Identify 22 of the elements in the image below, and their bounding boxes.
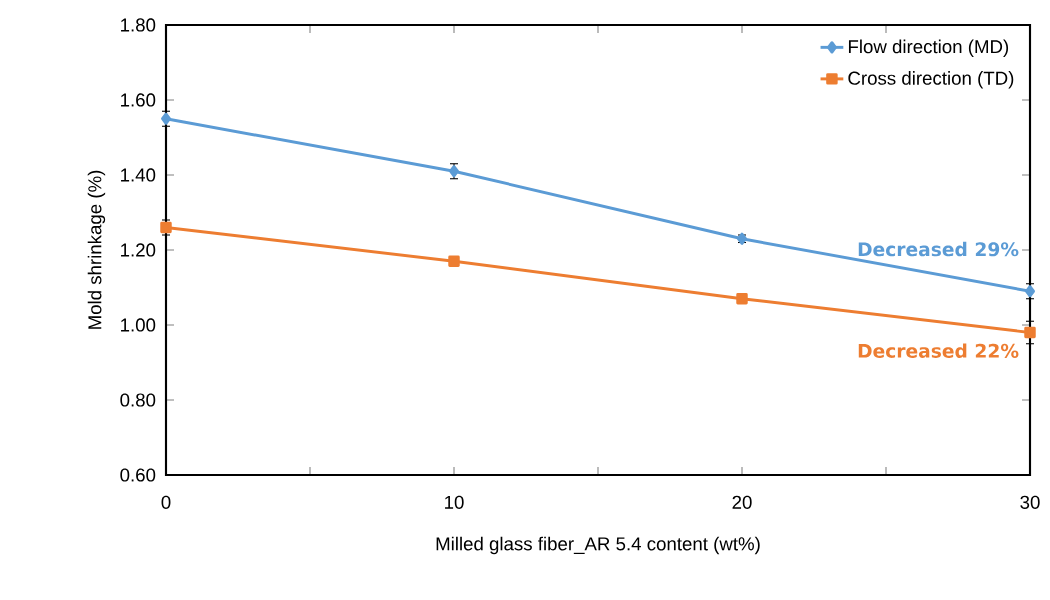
y-tick-label: 1.80: [121, 18, 156, 32]
y-tick-label: 0.60: [120, 468, 156, 482]
x-tick-label: 0: [161, 495, 171, 509]
point: [160, 221, 172, 234]
y-tick-label: 1.40: [121, 168, 156, 182]
point: [736, 293, 748, 305]
annotation: Decreased 22%: [858, 343, 1019, 358]
legend-label: Cross direction (TD): [848, 71, 1014, 89]
point: [448, 255, 460, 267]
annotation: Decreased 29%: [858, 241, 1019, 257]
point: [161, 112, 171, 125]
x-tick-label: 20: [732, 495, 752, 509]
x-tick-label: 30: [1020, 495, 1040, 509]
y-tick-label: 0.80: [120, 393, 156, 407]
y-tick-label: 1.60: [121, 93, 156, 107]
point: [1024, 326, 1036, 339]
legend-label: Flow direction (MD): [848, 39, 1009, 57]
x-tick-label: 10: [445, 495, 464, 509]
y-axis-title: Mold shrinkage (%): [87, 170, 106, 329]
y-tick-label: 1.20: [121, 243, 156, 257]
x-axis-title: Milled glass fiber_AR 5.4 content (wt%): [436, 536, 760, 555]
y-tick-label: 1.00: [121, 318, 156, 332]
